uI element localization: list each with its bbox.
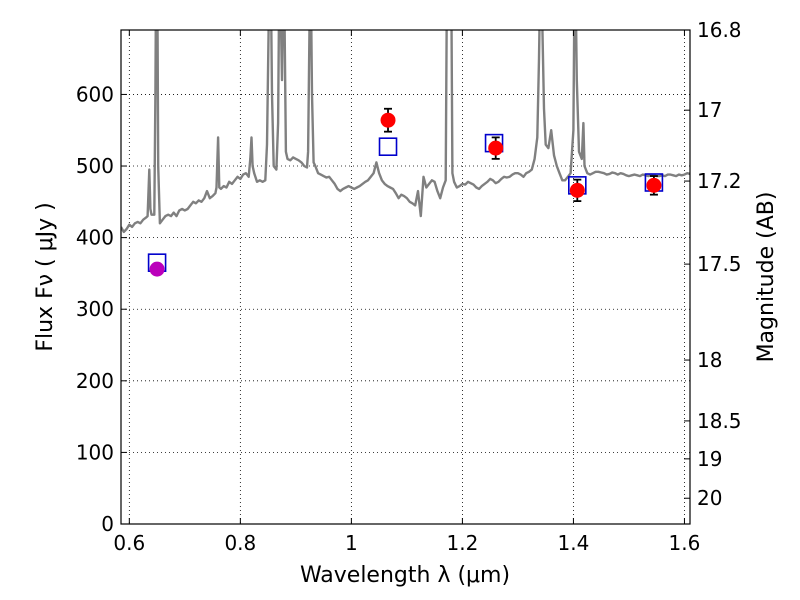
x-tick-label: 0.8	[224, 531, 256, 555]
observed-point	[646, 177, 662, 193]
mag-tick-label: 16.8	[697, 18, 742, 42]
x-tick-label: 1.6	[669, 531, 701, 555]
y-tick-label: 300	[76, 297, 114, 321]
x-tick-label: 1.2	[446, 531, 478, 555]
observed-series	[149, 107, 662, 277]
y-tick-label: 0	[101, 512, 114, 536]
x-tick-label: 0.6	[113, 531, 145, 555]
right-axis-label: Magnitude (AB)	[754, 192, 779, 363]
y-tick-label: 600	[76, 82, 114, 106]
x-axis: 0.6 0.8 1 1.2 1.4 1.6	[113, 30, 700, 555]
y-tick-label: 400	[76, 226, 114, 250]
y-tick-label: 200	[76, 369, 114, 393]
plot-frame	[120, 29, 691, 525]
x-tick-label: 1	[345, 531, 358, 555]
x-tick-label: 1.4	[558, 531, 590, 555]
y-tick-label: 500	[76, 154, 114, 178]
mag-tick-label: 19	[697, 447, 722, 471]
y-axis-label: Flux Fν ( μJy )	[33, 202, 58, 351]
observed-point	[149, 261, 165, 277]
mag-tick-label: 17.2	[697, 169, 742, 193]
mag-tick-label: 17	[697, 98, 722, 122]
y-axis-left: 0 100 200 300 400 500 600	[76, 82, 127, 536]
y-tick-label: 100	[76, 440, 114, 464]
x-axis-label: Wavelength λ (μm)	[300, 563, 510, 588]
spectrum-series	[121, 30, 690, 234]
spectrum-line	[121, 30, 690, 234]
mag-tick-label: 17.5	[697, 252, 742, 276]
observed-point	[380, 112, 396, 128]
y-axis-right: 16.8 17 17.2 17.5 18 18.5 19 20	[684, 18, 742, 510]
mag-tick-label: 20	[697, 486, 722, 510]
mag-tick-label: 18.5	[697, 409, 742, 433]
model-square	[378, 137, 398, 156]
observed-point	[569, 182, 585, 198]
observed-point	[488, 140, 504, 156]
mag-tick-label: 18	[697, 348, 722, 372]
